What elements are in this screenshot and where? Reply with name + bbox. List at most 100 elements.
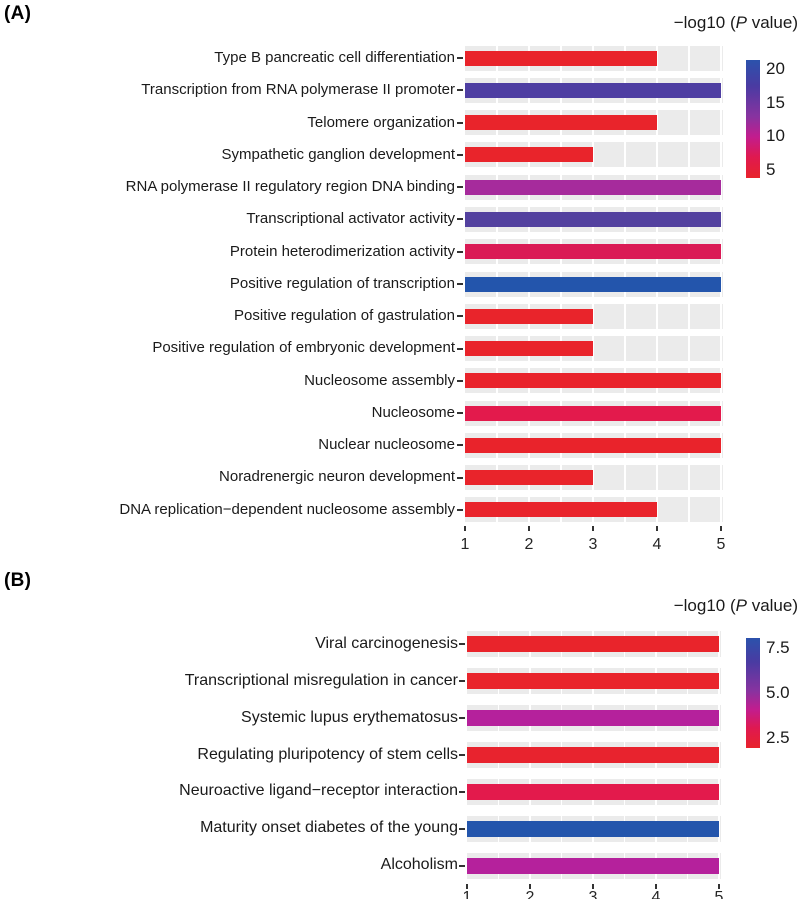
x-axis-tick-label: 2 (524, 536, 534, 553)
y-axis-tick (457, 153, 463, 156)
bar (467, 820, 719, 837)
category-label: Alcoholism (380, 856, 458, 874)
x-axis-tick-label: 4 (652, 536, 662, 553)
y-axis-tick (457, 218, 463, 221)
legend-tick-label: 15 (766, 92, 785, 112)
x-axis-tick (528, 526, 530, 531)
bar (465, 405, 721, 421)
bar (467, 673, 719, 690)
category-label: Type B pancreatic cell differentiation (214, 49, 455, 66)
bar (465, 502, 657, 518)
legend-tick-label: 7.5 (766, 638, 790, 657)
x-axis-tick (655, 884, 657, 889)
legend-title-suffix: value) (746, 13, 798, 32)
legend-tick-label: 5.0 (766, 683, 790, 702)
y-axis-tick (457, 283, 463, 285)
category-label: Positive regulation of embryonic develop… (152, 339, 455, 357)
x-axis-tick (592, 884, 594, 889)
category-label: Viral carcinogenesis (315, 635, 458, 652)
bar (465, 373, 721, 389)
bar (465, 244, 721, 260)
category-label: Nuclear nucleosome (318, 436, 455, 454)
bar (465, 437, 721, 453)
x-axis-tick-label: 3 (588, 536, 598, 553)
x-axis-tick (464, 526, 466, 531)
bar (465, 115, 657, 131)
y-axis-tick (457, 121, 463, 124)
x-axis-tick (718, 884, 720, 889)
y-axis-tick (457, 508, 463, 511)
bar (465, 211, 721, 227)
y-axis-tick (459, 790, 465, 793)
category-label: Systemic lupus erythematosus (241, 708, 458, 726)
x-axis-tick-label: 1 (462, 889, 472, 899)
bar (465, 470, 593, 486)
legend-tick-label: 10 (766, 126, 785, 146)
x-axis-tick-label: 4 (651, 889, 661, 899)
gridline-major (718, 626, 720, 884)
category-label: Protein heterodimerization activity (229, 242, 455, 260)
y-axis-tick (457, 444, 463, 447)
panel-b-legend-title: −log10 (P value) (478, 596, 798, 616)
legend-title-p-italic: P (735, 13, 747, 32)
y-axis-tick (457, 347, 463, 350)
category-label: Transcriptional activator activity (246, 210, 455, 228)
bar (467, 636, 719, 653)
bar (467, 857, 719, 874)
bar (465, 276, 721, 292)
panel-a-letter: (A) (4, 3, 32, 24)
y-axis-tick (459, 680, 465, 683)
bar (467, 783, 719, 800)
category-label: Transcription from RNA polymerase II pro… (141, 81, 455, 99)
bar (465, 147, 593, 163)
y-axis-tick (459, 827, 465, 830)
category-label: Noradrenergic neuron development (219, 468, 455, 486)
y-axis-tick (457, 89, 463, 92)
y-axis-tick (457, 250, 463, 253)
y-axis-tick (457, 379, 463, 382)
y-axis-tick (457, 315, 463, 318)
x-axis-tick-label: 3 (588, 889, 598, 899)
y-axis-tick (457, 186, 463, 189)
x-axis-tick-label: 2 (525, 889, 535, 899)
x-axis-tick (720, 526, 722, 531)
bar (467, 747, 719, 763)
category-label: RNA polymerase II regulatory region DNA … (125, 178, 455, 196)
legend-title-suffix: value) (746, 596, 798, 615)
category-label: Positive regulation of transcription (229, 274, 455, 292)
legend-colorbar (746, 638, 760, 748)
panel-a-legend-title: −log10 (P value) (478, 13, 798, 33)
y-axis-tick (457, 412, 463, 415)
y-axis-tick (459, 643, 465, 646)
category-label: Transcriptional misregulation in cancer (184, 671, 458, 689)
x-axis-tick (529, 884, 531, 889)
bar (465, 82, 721, 98)
legend-tick-label: 2.5 (766, 728, 790, 747)
category-label: Positive regulation of gastrulation (234, 307, 455, 325)
x-axis-tick (656, 526, 658, 531)
y-axis-tick (457, 476, 463, 479)
legend-tick-label: 5 (766, 160, 776, 179)
category-label: Nucleosome assembly (304, 371, 455, 389)
legend-title-p-italic: P (735, 596, 747, 615)
panel-b-letter: (B) (4, 570, 32, 591)
category-label: Nucleosome (371, 403, 455, 421)
legend-tick-label: 20 (766, 59, 785, 78)
bar (467, 710, 719, 727)
y-axis-tick (459, 754, 465, 756)
legend-colorbar (746, 60, 760, 178)
category-label: Telomere organization (307, 113, 455, 131)
category-label: DNA replication−dependent nucleosome ass… (119, 500, 455, 518)
category-label: Neuroactive ligand−receptor interaction (179, 782, 458, 800)
bar (465, 341, 593, 357)
bar (465, 179, 721, 195)
x-axis-tick (466, 884, 468, 889)
y-axis-tick (457, 57, 463, 60)
bar (465, 50, 657, 66)
bar (465, 308, 593, 324)
gridline-major (720, 42, 722, 526)
x-axis-tick-label: 5 (716, 536, 726, 553)
y-axis-tick (459, 717, 465, 720)
y-axis-tick (459, 864, 465, 867)
